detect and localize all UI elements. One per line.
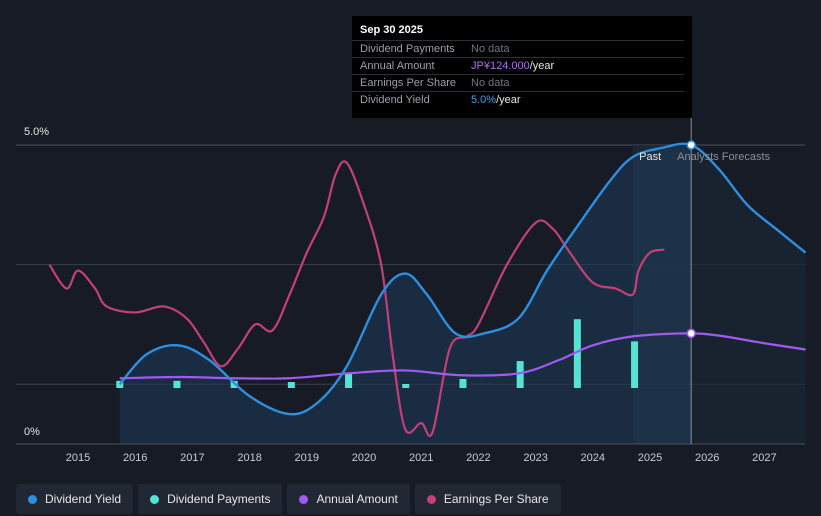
tooltip-row-label: Earnings Per Share [360, 77, 456, 89]
tooltip-date: Sep 30 2025 [360, 24, 423, 36]
legend-label: Dividend Yield [45, 492, 122, 506]
dividend-payment-bar [287, 382, 295, 388]
annual-amount-marker [686, 328, 696, 339]
legend-dot-icon [28, 494, 37, 504]
y-axis-top-label: 5.0% [24, 126, 50, 138]
x-tick-label: 2025 [638, 452, 662, 464]
tooltip-row-label: Dividend Yield [360, 94, 430, 106]
legend-item-dividend-payments[interactable]: Dividend Payments [138, 484, 283, 514]
annual-amount-line [119, 332, 806, 380]
legend-item-dividend-yield[interactable]: Dividend Yield [16, 484, 134, 514]
tooltip-value-text: 5.0% [471, 94, 497, 106]
legend-label: Dividend Payments [167, 492, 271, 506]
dividend-yield-forecast-area [691, 145, 806, 444]
y-axis-bottom-label: 0% [24, 426, 40, 438]
tooltip: Sep 30 2025 Dividend Payments No data An… [352, 16, 692, 118]
dividend-payment-bar [573, 319, 581, 388]
dividend-payment-bar [459, 379, 467, 388]
tooltip-value-suffix: /year [496, 94, 521, 106]
dividend-payment-bar [116, 380, 124, 388]
x-tick-label: 2016 [123, 452, 147, 464]
x-tick-label: 2026 [695, 452, 719, 464]
tooltip-row-dividend-payments: Dividend Payments No data [352, 40, 684, 58]
legend: Dividend Yield Dividend Payments Annual … [16, 484, 561, 514]
x-tick-label: 2020 [352, 452, 376, 464]
x-tick-label: 2018 [237, 452, 261, 464]
dividend-yield-marker [686, 140, 696, 150]
dividend-payment-bar [631, 341, 639, 388]
legend-item-earnings-per-share[interactable]: Earnings Per Share [414, 484, 561, 514]
x-tick-label: 2024 [581, 452, 605, 464]
x-tick-label: 2021 [409, 452, 433, 464]
tooltip-row-label: Annual Amount [360, 60, 435, 72]
x-tick-label: 2019 [295, 452, 319, 464]
tooltip-row-annual-amount: Annual Amount JP¥124.000/year [352, 57, 684, 75]
tooltip-value-text: No data [471, 43, 510, 55]
tooltip-value-text: No data [471, 77, 510, 89]
dividend-yield-area [119, 145, 692, 444]
legend-dot-icon [426, 494, 436, 504]
dividend-payment-bar [173, 380, 181, 388]
legend-dot-icon [299, 494, 309, 504]
legend-label: Earnings Per Share [443, 492, 549, 506]
tooltip-row-label: Dividend Payments [360, 43, 455, 55]
legend-label: Annual Amount [316, 492, 398, 506]
legend-dot-icon [150, 494, 160, 504]
tooltip-value-text: JP¥124.000 [471, 60, 530, 72]
past-label: Past [639, 151, 661, 163]
earnings-per-share-line [48, 160, 665, 438]
tooltip-row-value: No data [471, 77, 510, 89]
x-tick-label: 2023 [523, 452, 547, 464]
x-tick-label: 2017 [180, 452, 204, 464]
x-tick-label: 2022 [466, 452, 490, 464]
legend-item-annual-amount[interactable]: Annual Amount [287, 484, 410, 514]
tooltip-row-value: No data [471, 43, 510, 55]
tooltip-value-suffix: /year [529, 60, 555, 72]
tooltip-row-value: JP¥124.000/year [471, 60, 554, 72]
tooltip-row-earnings-per-share: Earnings Per Share No data [352, 74, 684, 92]
x-tick-label: 2015 [66, 452, 90, 464]
x-tick-label: 2027 [752, 452, 776, 464]
dividend-payment-bar [516, 361, 524, 388]
tooltip-row-dividend-yield: Dividend Yield 5.0%/year [352, 91, 684, 109]
dividend-payment-bar [402, 384, 410, 388]
forecast-label: Analysts Forecasts [677, 151, 770, 163]
tooltip-row-value: 5.0%/year [471, 94, 521, 106]
dividend-payment-bar [345, 373, 353, 388]
